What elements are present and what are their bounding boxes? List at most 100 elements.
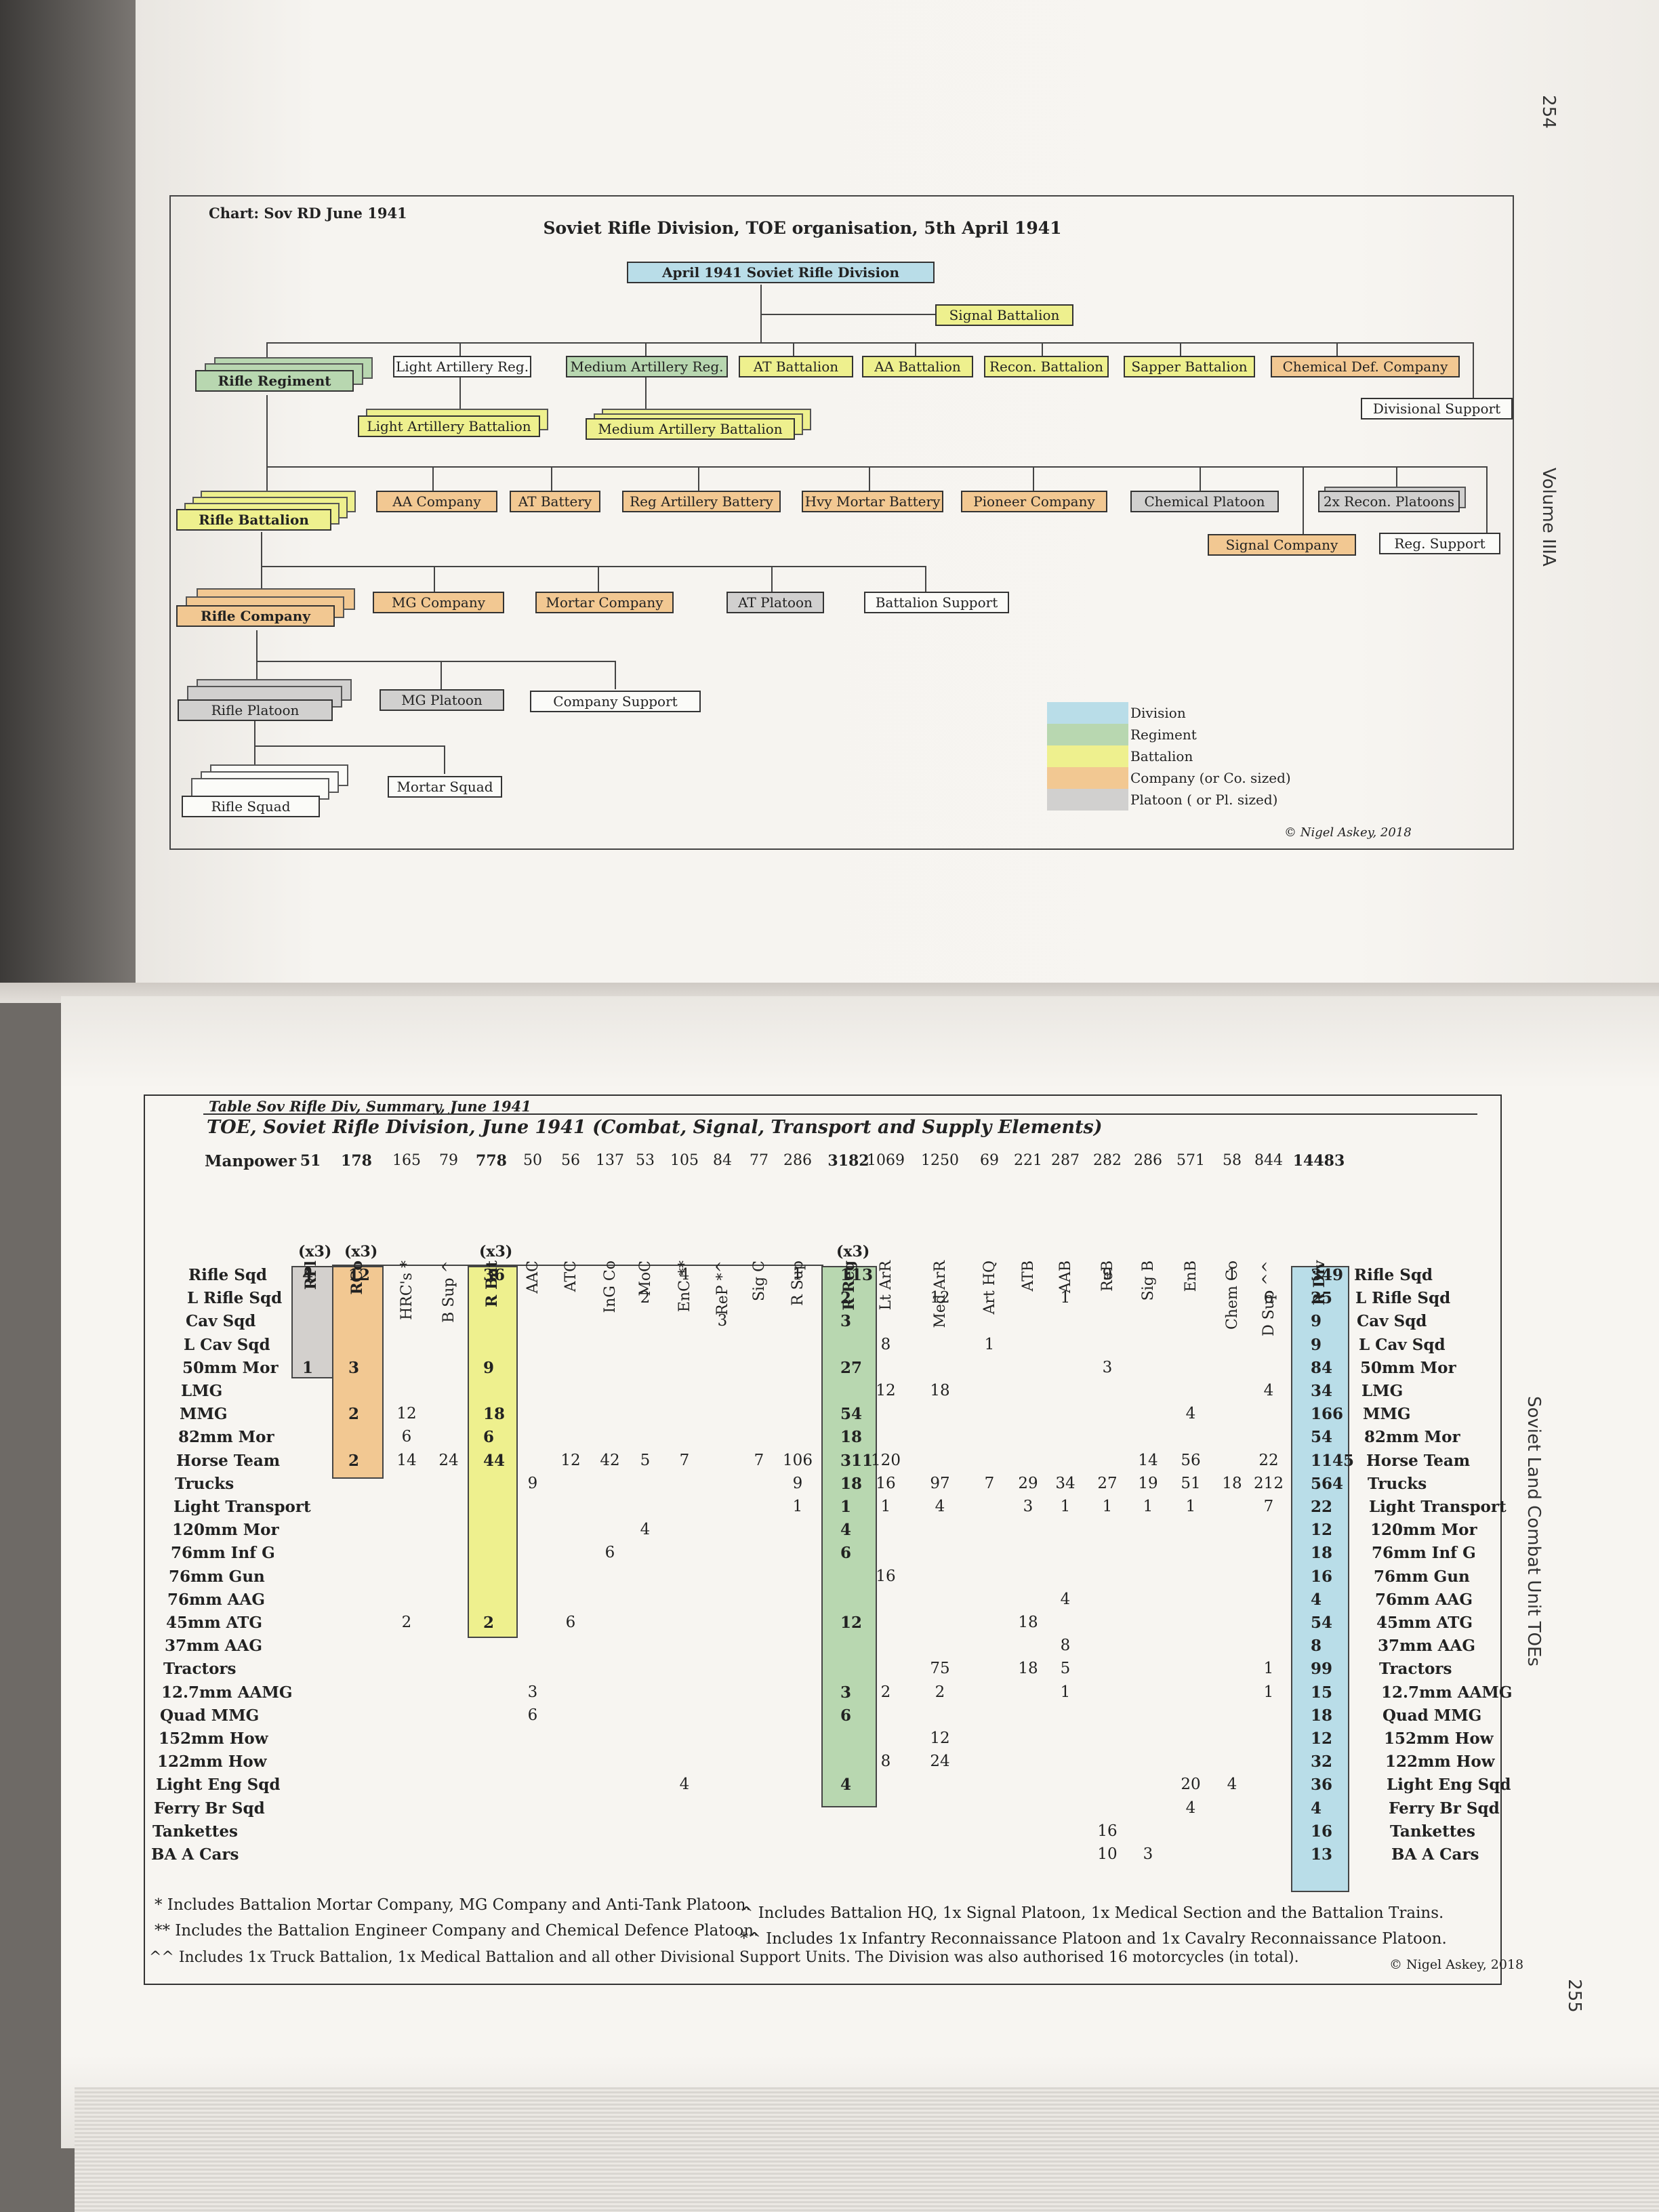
manpower-value: 14483 [1292, 1152, 1345, 1170]
legend-swatch-division [1047, 702, 1128, 724]
table-cell: 34 [1055, 1474, 1076, 1492]
table-cell: 6 [1263, 1289, 1274, 1307]
footnote: ^ Includes Battalion HQ, 1x Signal Plato… [740, 1904, 1444, 1922]
manpower-value: 105 [670, 1152, 699, 1169]
table-cell: 3 [1143, 1845, 1153, 1863]
row-label-right: 82mm Mor [1364, 1428, 1460, 1447]
connector [760, 285, 762, 342]
at-platoon-box: AT Platoon [726, 592, 824, 613]
rifle-battalion-box: Rifle Battalion [176, 509, 331, 531]
table-cell: 54 [840, 1405, 863, 1424]
table-cell: 20 [1181, 1776, 1201, 1794]
table-cell: 12 [348, 1266, 371, 1284]
row-label-right: 45mm ATG [1376, 1614, 1473, 1632]
connector [869, 466, 870, 491]
table-cell: 6 [483, 1428, 495, 1447]
table-cell: 1 [792, 1498, 803, 1515]
connector [254, 745, 444, 747]
legend-label: Platoon ( or Pl. sized) [1130, 792, 1278, 808]
table-cell: 9 [1311, 1312, 1322, 1331]
connector [645, 376, 647, 409]
mg-company-box: MG Company [373, 592, 504, 613]
row-label-right: Cav Sqd [1357, 1312, 1427, 1331]
table-cell: 14 [396, 1451, 417, 1469]
page-number-top: 254 [1538, 95, 1559, 129]
page-number-bottom: 255 [1563, 1979, 1584, 2013]
row-label: 37mm AAG [165, 1637, 263, 1656]
table-cell: 1 [1263, 1660, 1274, 1678]
manpower-value: 778 [476, 1152, 507, 1170]
table-cell: 9 [483, 1358, 495, 1377]
table-cell: 12 [840, 1614, 863, 1632]
table-cell: 29 [1018, 1474, 1038, 1492]
table-cell: 4 [679, 1776, 690, 1794]
connector [459, 376, 461, 409]
row-label-right: BA A Cars [1391, 1845, 1479, 1864]
column-header: AAB [1057, 1261, 1074, 1293]
table-cell: 18 [483, 1405, 506, 1424]
table-cell: 44 [483, 1451, 506, 1470]
footnote: ** Includes the Battalion Engineer Compa… [155, 1922, 759, 1940]
row-label: L Rifle Sqd [187, 1289, 283, 1308]
table-cell: 22 [1311, 1498, 1333, 1516]
table-cell: 18 [1311, 1706, 1333, 1725]
table-cell: 1 [840, 1498, 852, 1516]
table-cell: 12 [560, 1451, 581, 1469]
table-cell: 5 [1060, 1660, 1071, 1678]
col-highlight-rdiv [1291, 1266, 1349, 1892]
connector [771, 566, 773, 592]
table-cell: 24 [438, 1451, 459, 1469]
table-cell: 12 [396, 1405, 417, 1423]
medium-artillery-reg-box: Medium Artillery Reg. [566, 356, 728, 377]
table-cell: 4 [1311, 1799, 1322, 1818]
table-cell: 27 [840, 1358, 863, 1377]
table-cell: 13 [1311, 1845, 1333, 1864]
row-label-right: 76mm Inf G [1372, 1544, 1476, 1563]
table-label: Table Sov Rifle Div, Summary, June 1941 [209, 1098, 531, 1115]
col-highlight-rreg [821, 1266, 877, 1807]
column-header: HRC's * [398, 1261, 415, 1320]
chart-copyright: © Nigel Askey, 2018 [1284, 825, 1412, 840]
manpower-value: 221 [1014, 1152, 1042, 1169]
row-label: BA A Cars [151, 1845, 239, 1864]
connector [256, 630, 258, 688]
row-label: Cav Sqd [186, 1312, 256, 1331]
connector [1200, 466, 1201, 491]
column-header: Art HQ [981, 1261, 998, 1315]
table-cell: 12 [1311, 1729, 1333, 1748]
column-connector [332, 1265, 823, 1266]
table-cell: 1 [1143, 1498, 1153, 1515]
row-label-right: 76mm Gun [1374, 1567, 1470, 1586]
table-divider [203, 1113, 1477, 1115]
row-label-right: MMG [1363, 1405, 1411, 1424]
connector [261, 566, 925, 567]
row-label: 50mm Mor [182, 1358, 279, 1377]
legend-label: Company (or Co. sized) [1130, 770, 1291, 786]
table-cell: 7 [679, 1451, 690, 1469]
table-cell: 2 [935, 1683, 945, 1701]
column-header: Sig B [1140, 1261, 1157, 1301]
table-cell: 12 [930, 1289, 950, 1307]
table-cell: 120 [871, 1451, 901, 1469]
row-label-right: 122mm How [1385, 1753, 1495, 1771]
table-cell: 16 [1097, 1822, 1118, 1840]
chart-title: Soviet Rifle Division, TOE organisation,… [543, 218, 1062, 238]
table-cell: 16 [1311, 1822, 1333, 1841]
row-label: 82mm Mor [178, 1428, 274, 1447]
row-label: 122mm How [157, 1753, 267, 1771]
table-cell: 4 [935, 1498, 945, 1515]
table-cell: 12 [876, 1382, 896, 1399]
row-label: Ferry Br Sqd [154, 1799, 265, 1818]
table-cell: 564 [1311, 1474, 1344, 1493]
col-highlight-rbat [468, 1266, 518, 1638]
table-cell: 24 [930, 1753, 950, 1771]
table-cell: 22 [1258, 1451, 1279, 1469]
legend-swatch-company [1047, 767, 1128, 789]
table-cell: 1 [792, 1266, 803, 1284]
legend-label: Division [1130, 705, 1186, 721]
connector [645, 342, 647, 356]
manpower-value: 137 [596, 1152, 624, 1169]
manpower-value: 282 [1093, 1152, 1122, 1169]
row-label-right: 152mm How [1384, 1729, 1494, 1748]
table-cell: 4 [1227, 1776, 1237, 1794]
